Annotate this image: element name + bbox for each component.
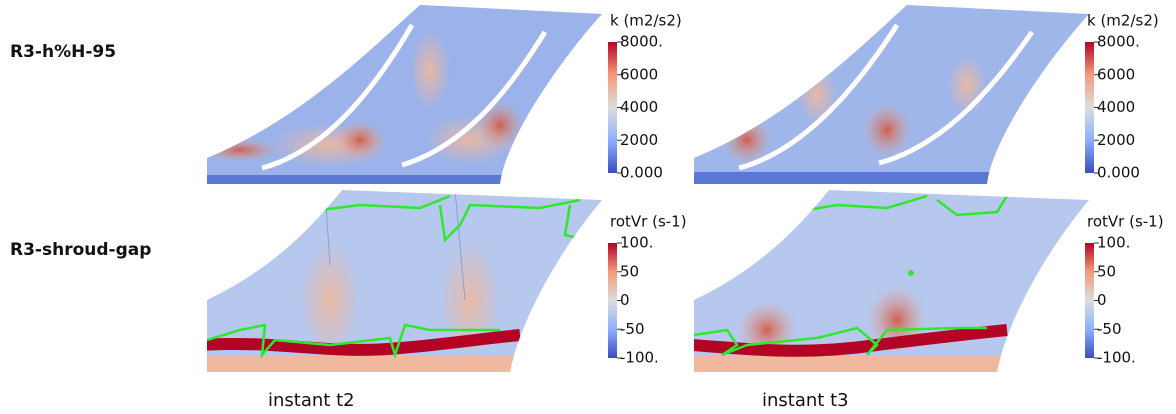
colorbar-tick-label: 2000 bbox=[1097, 131, 1135, 149]
colorbar-title: k (m2/s2) bbox=[1087, 12, 1159, 30]
colorbar-tick-label: -50 bbox=[620, 320, 645, 338]
colorbar-tick-label: 4000 bbox=[620, 98, 658, 116]
colorbar bbox=[608, 243, 617, 358]
colorbar-tick-label: 0 bbox=[620, 291, 630, 309]
field-rotvr-t2 bbox=[207, 190, 602, 372]
colorbar-tick-label: -100. bbox=[620, 349, 659, 367]
colorbar-tick-label: 8000. bbox=[620, 33, 663, 51]
colorbar-tick-label: 4000 bbox=[1097, 98, 1135, 116]
column-label: instant t3 bbox=[762, 390, 849, 411]
colorbar-tick-label: 2000 bbox=[620, 131, 658, 149]
colorbar-tick-label: 100. bbox=[620, 234, 653, 252]
column-label: instant t2 bbox=[268, 390, 355, 411]
row-label: R3-shroud-gap bbox=[10, 240, 151, 260]
colorbars: k (m2/s2) 8000. 6000 4000 2000 0.000 k (m2/s2)… bbox=[608, 12, 1164, 367]
colorbar-tick-label: 50 bbox=[1097, 262, 1116, 280]
colorbar-title: k (m2/s2) bbox=[610, 12, 682, 30]
colorbar-tick-label: -50 bbox=[1097, 320, 1122, 338]
colorbar-tick-label: 0.000 bbox=[1097, 164, 1140, 182]
colorbar-tick-label: -100. bbox=[1097, 349, 1136, 367]
field-rotvr-t3 bbox=[694, 190, 1089, 372]
colorbar-tick-label: 0.000 bbox=[620, 164, 663, 182]
colorbar-tick-label: 100. bbox=[1097, 234, 1130, 252]
colorbar-title: rotVr (s-1) bbox=[1087, 213, 1164, 231]
field-k-t2 bbox=[207, 5, 602, 184]
colorbar-tick-label: 6000 bbox=[620, 65, 658, 83]
colorbar-tick-label: 6000 bbox=[1097, 65, 1135, 83]
field-k-t3 bbox=[694, 5, 1089, 184]
colorbar bbox=[1085, 243, 1094, 358]
colorbar-tick-label: 8000. bbox=[1097, 33, 1140, 51]
colorbar-tick-label: 50 bbox=[620, 262, 639, 280]
colorbar-tick-label: 0 bbox=[1097, 291, 1107, 309]
colorbar-title: rotVr (s-1) bbox=[610, 213, 687, 231]
colorbar bbox=[608, 42, 617, 173]
row-label: R3-h%H-95 bbox=[10, 42, 116, 62]
colorbar bbox=[1085, 42, 1094, 173]
